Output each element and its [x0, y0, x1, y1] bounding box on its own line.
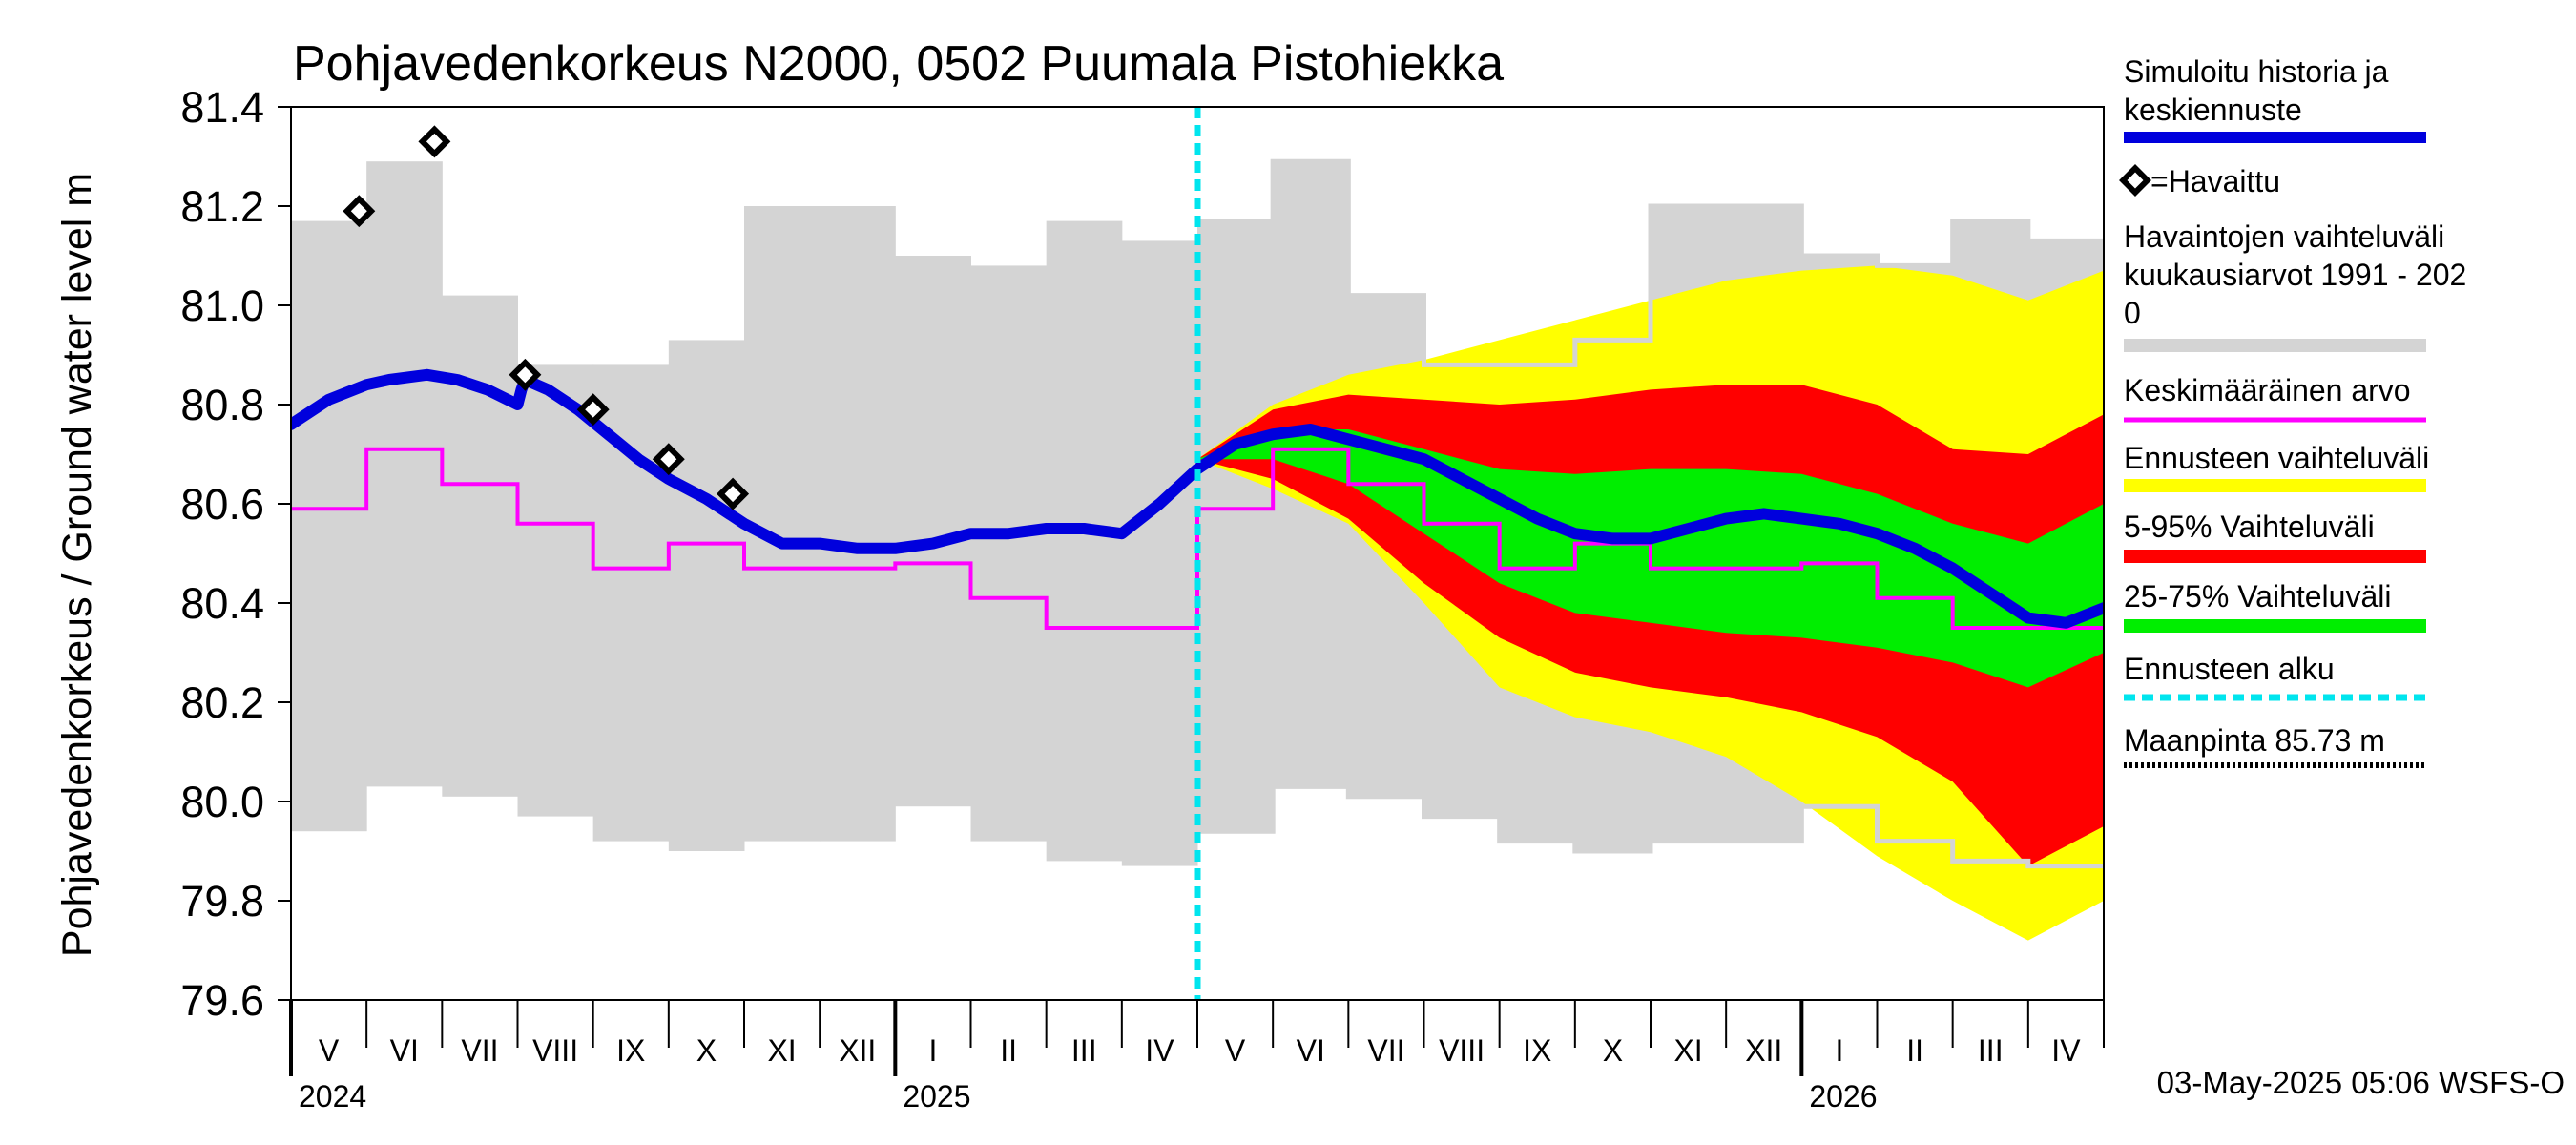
y-tick-label: 80.4	[180, 579, 264, 628]
legend-p5-95-swatch	[2124, 550, 2426, 563]
y-tick-label: 81.2	[180, 182, 264, 231]
history-range-bar	[1046, 220, 1123, 862]
month-label: VII	[461, 1033, 498, 1068]
legend-forecast-start-label: Ennusteen alku	[2124, 652, 2335, 686]
y-tick-label: 80.0	[180, 778, 264, 826]
month-label: VI	[1297, 1033, 1325, 1068]
month-label: X	[1603, 1033, 1623, 1068]
history-range-bar	[366, 161, 443, 787]
chart-title: Pohjavedenkorkeus N2000, 0502 Puumala Pi…	[293, 36, 1504, 92]
legend-simulated-label: Simuloitu historia ja keskiennuste	[2124, 54, 2389, 127]
month-label: VIII	[1439, 1033, 1485, 1068]
axes: 79.6 79.8 80.0 80.2 80.4 80.6 80.8 81.0 81.2 81.4…	[180, 83, 2105, 1114]
month-label: IV	[2051, 1033, 2081, 1068]
history-min-outline	[1197, 783, 2104, 869]
observed-point	[652, 443, 685, 476]
history-range-bar	[668, 340, 745, 851]
month-label: V	[319, 1033, 340, 1068]
month-label: XI	[767, 1033, 796, 1068]
history-range-bar	[517, 364, 594, 817]
y-tick-label: 79.8	[180, 877, 264, 926]
footer-timestamp: 03-May-2025 05:06 WSFS-O	[2157, 1065, 2565, 1100]
history-range-bar	[744, 206, 821, 842]
observed-point	[418, 125, 451, 158]
month-label: V	[1225, 1033, 1246, 1068]
year-label: 2026	[1809, 1079, 1877, 1114]
month-label: VI	[390, 1033, 419, 1068]
observed-point	[343, 195, 376, 228]
legend-forecast-range-swatch	[2124, 479, 2426, 492]
month-label: II	[1906, 1033, 1923, 1068]
observed-point	[576, 393, 610, 427]
observed-point	[509, 358, 542, 391]
y-tick-label: 80.6	[180, 480, 264, 529]
legend: Simuloitu historia ja keskiennuste =Havai…	[2119, 54, 2475, 768]
plot-area	[291, 107, 2104, 1000]
legend-p25-75-swatch	[2124, 619, 2426, 633]
history-range-bar	[820, 206, 896, 842]
history-range-bar	[1121, 240, 1198, 866]
legend-mean-label: Keskimääräinen arvo	[2124, 373, 2411, 407]
history-range-bar	[970, 265, 1048, 842]
y-tick-label: 81.4	[180, 83, 264, 132]
history-range-bar	[1197, 220, 1274, 832]
history-range-bar	[592, 364, 670, 842]
month-label: XII	[1745, 1033, 1782, 1068]
month-label: IV	[1145, 1033, 1174, 1068]
plot-content	[291, 107, 2104, 1000]
month-label: III	[1071, 1033, 1097, 1068]
year-label: 2025	[903, 1079, 970, 1114]
history-range-bar	[291, 220, 367, 832]
year-label: 2024	[299, 1079, 366, 1114]
legend-ground-label: Maanpinta 85.73 m	[2124, 723, 2385, 758]
y-tick-label: 81.0	[180, 281, 264, 330]
legend-range-label: Havaintojen vaihteluväli kuukausiarvot 1…	[2124, 219, 2475, 330]
month-label: X	[696, 1033, 717, 1068]
month-label: XII	[839, 1033, 876, 1068]
legend-observed-marker	[2119, 164, 2151, 197]
month-label: I	[1835, 1033, 1843, 1068]
legend-range-swatch	[2124, 339, 2426, 352]
month-label: III	[1978, 1033, 2004, 1068]
legend-forecast-range-label: Ennusteen vaihteluväli	[2124, 441, 2429, 475]
y-tick-label: 79.6	[180, 976, 264, 1025]
y-tick-label: 80.2	[180, 678, 264, 727]
month-label: IX	[1523, 1033, 1551, 1068]
month-label: VIII	[532, 1033, 578, 1068]
y-axis-label: Pohjavedenkorkeus / Ground water level m	[54, 173, 100, 957]
observed-point	[717, 477, 750, 510]
month-label: XI	[1673, 1033, 1702, 1068]
y-tick-label: 80.8	[180, 381, 264, 429]
month-label: IX	[616, 1033, 645, 1068]
month-label: VII	[1367, 1033, 1404, 1068]
month-label: II	[1000, 1033, 1017, 1068]
legend-p25-75-label: 25-75% Vaihteluväli	[2124, 579, 2391, 614]
legend-observed-label: =Havaittu	[2150, 164, 2280, 198]
history-range-bar	[442, 295, 518, 797]
history-max-outline	[1197, 158, 2104, 367]
legend-p5-95-label: 5-95% Vaihteluväli	[2124, 510, 2375, 544]
month-label: I	[928, 1033, 937, 1068]
